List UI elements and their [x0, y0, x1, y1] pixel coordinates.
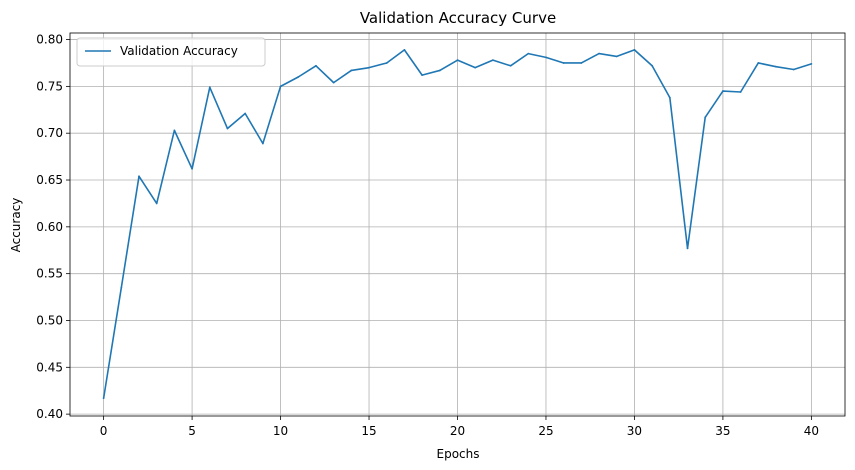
- data-point: [704, 116, 707, 119]
- y-tick-label: 0.75: [36, 79, 63, 93]
- y-axis-ticks: 0.40 0.45 0.50 0.55 0.60 0.65 0.70 0.75 0.80: [36, 33, 70, 421]
- data-point: [668, 96, 671, 99]
- y-tick-label: 0.70: [36, 126, 63, 140]
- data-point: [562, 62, 565, 64]
- data-point: [757, 62, 760, 64]
- y-tick-label: 0.55: [36, 267, 63, 281]
- data-point: [332, 81, 335, 84]
- data-point: [102, 397, 105, 400]
- x-tick-label: 10: [273, 424, 288, 438]
- legend: Validation Accuracy: [76, 37, 266, 67]
- data-point: [722, 90, 724, 92]
- legend-label: Validation Accuracy: [120, 44, 238, 58]
- data-point: [244, 112, 247, 115]
- y-tick-label: 0.50: [36, 313, 63, 327]
- x-axis-label: Epochs: [437, 447, 480, 461]
- y-tick-label: 0.45: [36, 360, 63, 374]
- data-point: [297, 76, 300, 78]
- data-point: [138, 175, 140, 178]
- data-point: [155, 202, 158, 205]
- data-point: [491, 59, 494, 62]
- y-tick-label: 0.40: [36, 407, 63, 421]
- x-tick-label: 25: [538, 424, 553, 438]
- data-point: [775, 65, 777, 68]
- grid-lines: [70, 33, 845, 416]
- data-point: [385, 62, 388, 64]
- data-point: [456, 59, 459, 62]
- data-point: [421, 74, 424, 77]
- data-point: [615, 55, 618, 58]
- x-tick-label: 20: [450, 424, 465, 438]
- data-point: [226, 127, 229, 130]
- data-point: [810, 63, 813, 65]
- data-point: [261, 142, 264, 145]
- data-point: [403, 48, 406, 51]
- data-point: [792, 68, 795, 71]
- data-point: [315, 64, 317, 67]
- x-tick-label: 30: [627, 424, 642, 438]
- data-point: [686, 247, 689, 250]
- x-axis-ticks: 0 5 10 15 20 25 30 35 40: [100, 416, 819, 438]
- data-point: [120, 286, 123, 289]
- data-point: [368, 66, 370, 69]
- data-point: [545, 56, 547, 59]
- data-point: [208, 86, 211, 89]
- y-axis-label: Accuracy: [9, 198, 23, 253]
- chart-title: Validation Accuracy Curve: [360, 9, 556, 27]
- data-point: [651, 64, 654, 67]
- plot-frame: [69, 32, 846, 417]
- data-point: [474, 66, 477, 69]
- x-tick-label: 15: [361, 424, 376, 438]
- series-layer: [102, 48, 813, 400]
- data-point: [509, 64, 512, 67]
- y-tick-label: 0.60: [36, 220, 63, 234]
- data-point: [173, 129, 176, 132]
- data-point: [279, 85, 282, 88]
- y-tick-label: 0.65: [36, 173, 63, 187]
- data-point: [633, 48, 636, 51]
- legend-box: [76, 37, 266, 67]
- x-tick-label: 5: [188, 424, 196, 438]
- x-tick-label: 40: [804, 424, 819, 438]
- data-point: [438, 69, 441, 72]
- x-tick-label: 35: [715, 424, 730, 438]
- data-point: [191, 167, 193, 170]
- x-tick-label: 0: [100, 424, 108, 438]
- data-point: [598, 52, 600, 55]
- data-point: [527, 52, 530, 55]
- data-point: [350, 69, 353, 72]
- data-point: [580, 62, 583, 64]
- y-tick-label: 0.80: [36, 33, 63, 47]
- data-point: [739, 91, 742, 93]
